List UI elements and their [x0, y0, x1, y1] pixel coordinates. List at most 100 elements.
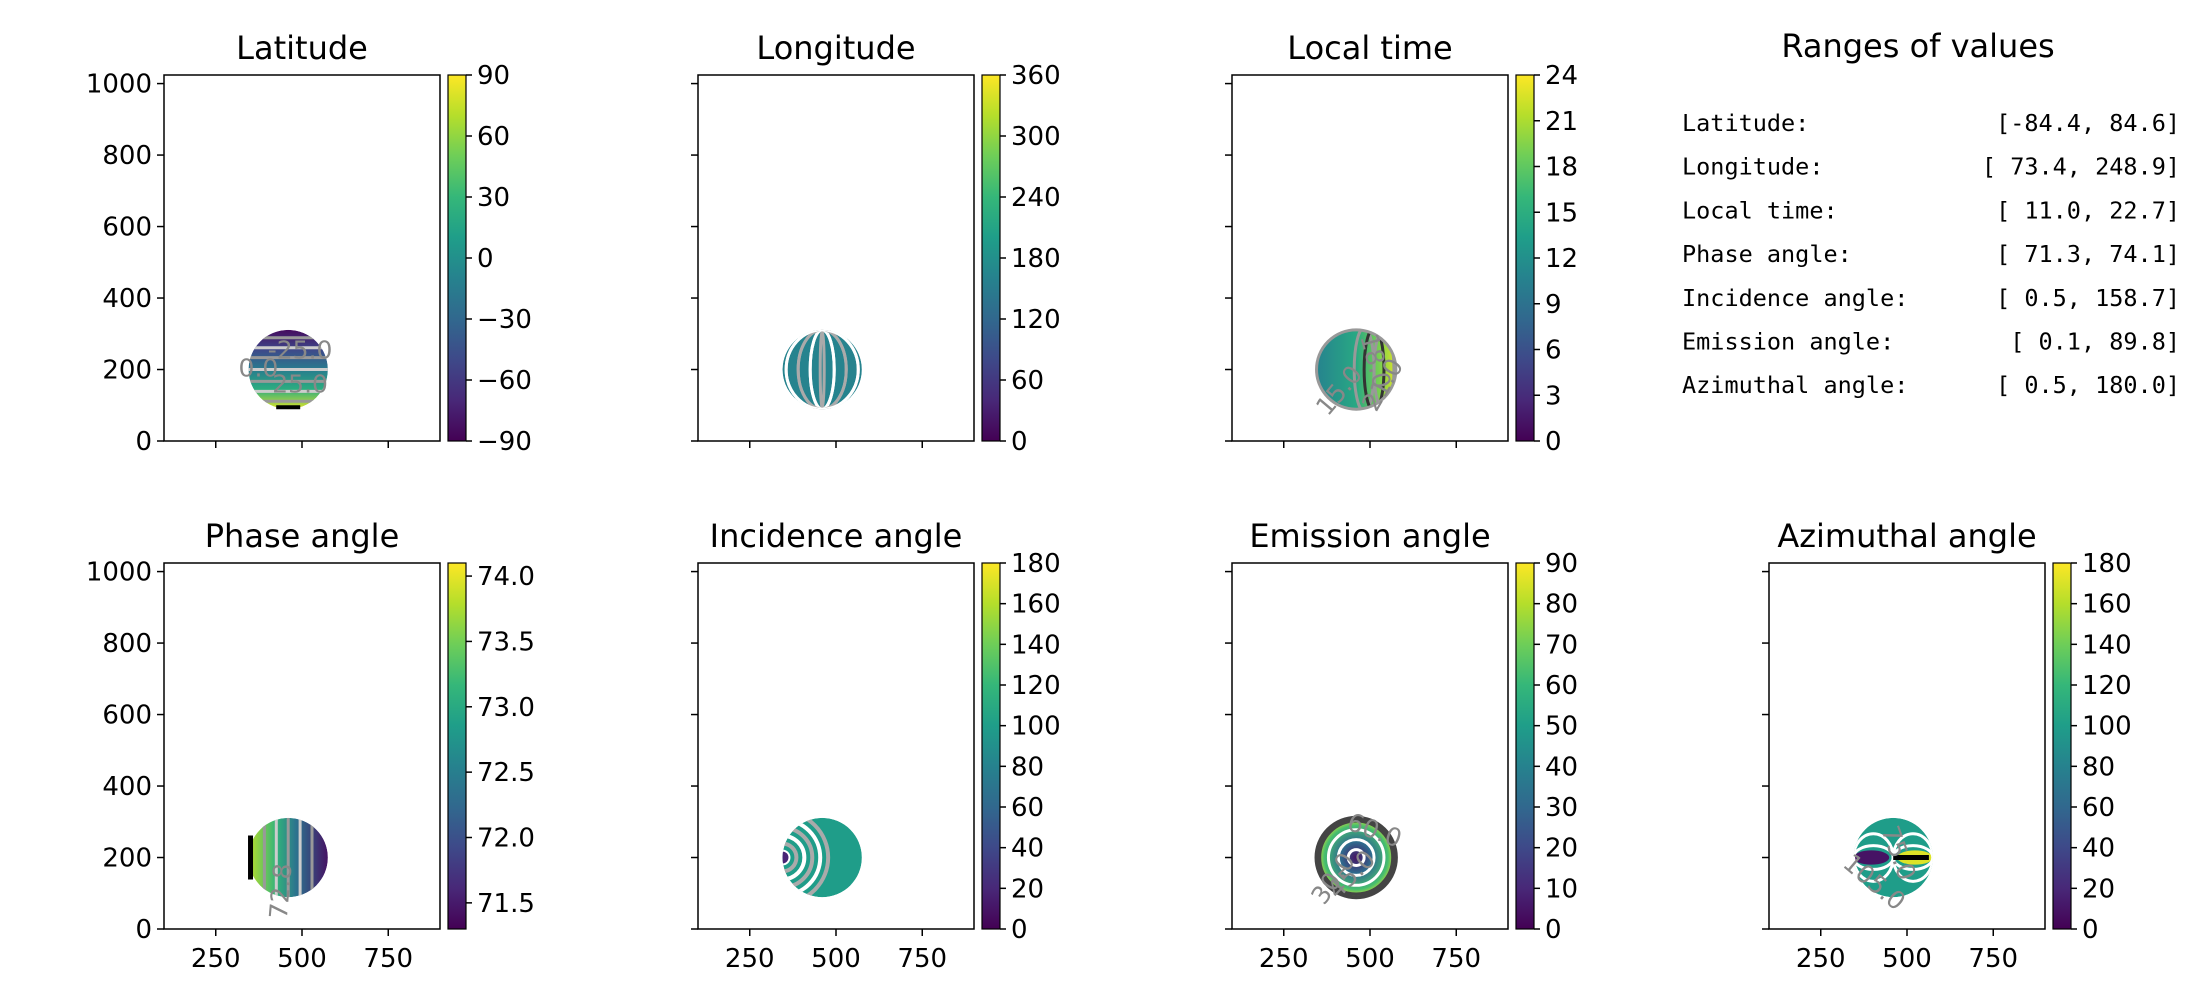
x-tick-label: 500: [1882, 944, 1932, 974]
y-tick-label: 200: [102, 356, 152, 386]
colorbar-tick-label: 30: [477, 183, 510, 213]
colorbar-tick-label: 40: [1011, 834, 1044, 864]
colorbar: [448, 563, 466, 929]
colorbar-tick-label: 120: [1011, 671, 1061, 701]
colorbar-tick-label: 72.5: [477, 758, 535, 788]
panel-incidence: Incidence angle 250 500 750 0 20 40 60 80 100 120 1…: [691, 517, 1061, 974]
colorbar-tick-label: 60: [1011, 366, 1044, 396]
colorbar-tick-label: 140: [2082, 630, 2132, 660]
range-value: [ 0.5, 180.0]: [1996, 371, 2180, 399]
colorbar-tick-label: 20: [2082, 874, 2115, 904]
colorbar-tick-label: 80: [2082, 752, 2115, 782]
disk: [1316, 329, 1396, 410]
colorbar-tick-label: 40: [2082, 834, 2115, 864]
disk: [1316, 817, 1396, 898]
colorbar-tick-label: 71.5: [477, 889, 535, 919]
colorbar-tick-label: 72.0: [477, 824, 535, 854]
longitude-contour: [808, 329, 836, 410]
colorbar-tick-label: 90: [477, 61, 510, 91]
panel-title: Azimuthal angle: [1777, 517, 2036, 555]
range-value: [ 0.5, 158.7]: [1996, 284, 2180, 312]
colorbar-tick-label: −60: [477, 366, 532, 396]
x-tick-label: 250: [1796, 944, 1846, 974]
colorbar-tick-label: 50: [1545, 712, 1578, 742]
colorbar-tick-label: 60: [2082, 793, 2115, 823]
localtime-contour: [1362, 329, 1386, 410]
range-value: [-84.4, 84.6]: [1996, 109, 2180, 137]
y-tick-label: 800: [102, 629, 152, 659]
colorbar: [982, 563, 1000, 929]
colorbar-tick-label: 73.0: [477, 693, 535, 723]
y-tick-label: 200: [102, 844, 152, 874]
colorbar-frame: [2052, 562, 2072, 930]
panel-title: Phase angle: [205, 517, 400, 555]
colorbar-tick-label: 3: [1545, 381, 1562, 411]
limb: [1314, 815, 1398, 900]
colorbar-tick-label: 300: [1011, 122, 1061, 152]
x-tick-label: 500: [811, 944, 861, 974]
colorbar-tick-label: 20: [1545, 834, 1578, 864]
colorbar: [448, 75, 466, 441]
colorbar-tick-label: 60: [1011, 793, 1044, 823]
disk: [1853, 817, 1933, 898]
colorbar-tick-label: 120: [1011, 305, 1061, 335]
x-tick-label: 750: [363, 944, 413, 974]
colorbar-tick-label: 6: [1545, 336, 1562, 366]
colorbar-tick-label: 0: [1545, 915, 1562, 945]
contour-label: -25.0: [268, 336, 333, 365]
ranges-title: Ranges of values: [1781, 27, 2054, 65]
y-tick-label: 400: [102, 284, 152, 314]
panels: Latitude-25.00.025.002004006008001000−90…: [86, 29, 2132, 974]
y-tick-label: 400: [102, 772, 152, 802]
colorbar-tick-label: 0: [2082, 915, 2099, 945]
colorbar-tick-label: 9: [1545, 290, 1562, 320]
range-label: Phase angle:: [1682, 240, 1852, 268]
colorbar-tick-label: 74.0: [477, 562, 535, 592]
azimuth-lobe: [1853, 850, 1890, 865]
range-label: Azimuthal angle:: [1682, 371, 1908, 399]
y-tick-label: 800: [102, 141, 152, 171]
colorbar-tick-label: 80: [1011, 752, 1044, 782]
longitude-contour: [818, 329, 826, 410]
colorbar-tick-label: 180: [1011, 549, 1061, 579]
colorbar-tick-label: 21: [1545, 107, 1578, 137]
colorbar-tick-label: 60: [1545, 671, 1578, 701]
colorbar-tick-label: 0: [1545, 427, 1562, 457]
colorbar-tick-label: 18: [1545, 153, 1578, 183]
range-value: [ 71.3, 74.1]: [1996, 240, 2180, 268]
colorbar-tick-label: 60: [477, 122, 510, 152]
emission-contour: [1336, 838, 1376, 877]
incidence-contour: [782, 817, 831, 898]
x-tick-label: 250: [1259, 944, 1309, 974]
ranges-panel: Ranges of values Latitude: [-84.4, 84.6] Lo…: [1682, 27, 2180, 399]
colorbar-tick-label: 70: [1545, 630, 1578, 660]
y-tick-label: 1000: [86, 558, 152, 588]
colorbar-tick-label: 12: [1545, 244, 1578, 274]
colorbar-tick-label: 0: [1011, 915, 1028, 945]
range-value: [ 11.0, 22.7]: [1996, 196, 2180, 224]
colorbar-tick-label: 100: [2082, 712, 2132, 742]
panel-title: Emission angle: [1249, 517, 1490, 555]
x-tick-label: 250: [725, 944, 775, 974]
range-value: [ 0.1, 89.8]: [2010, 328, 2180, 356]
colorbar-tick-label: 73.5: [477, 627, 535, 657]
disk: [248, 817, 328, 898]
limb: [1315, 328, 1398, 411]
x-tick-label: 750: [897, 944, 947, 974]
panel-latitude: Latitude-25.00.025.002004006008001000−90…: [86, 29, 532, 457]
colorbar-tick-label: 180: [2082, 549, 2132, 579]
emission-contour: [1318, 819, 1395, 896]
panel-title: Incidence angle: [710, 517, 963, 555]
panel-phase: Phase angle 72.8 0 200 400 600 800 1000 250 500 75…: [86, 517, 535, 974]
colorbar-frame: [447, 562, 467, 930]
emission-contour: [1326, 828, 1386, 887]
y-tick-label: 0: [135, 915, 152, 945]
panel-title: Latitude: [236, 29, 368, 67]
colorbar-tick-label: 240: [1011, 183, 1061, 213]
colorbar-tick-label: −30: [477, 305, 532, 335]
colorbar-tick-label: 80: [1545, 590, 1578, 620]
range-label: Latitude:: [1682, 109, 1809, 137]
